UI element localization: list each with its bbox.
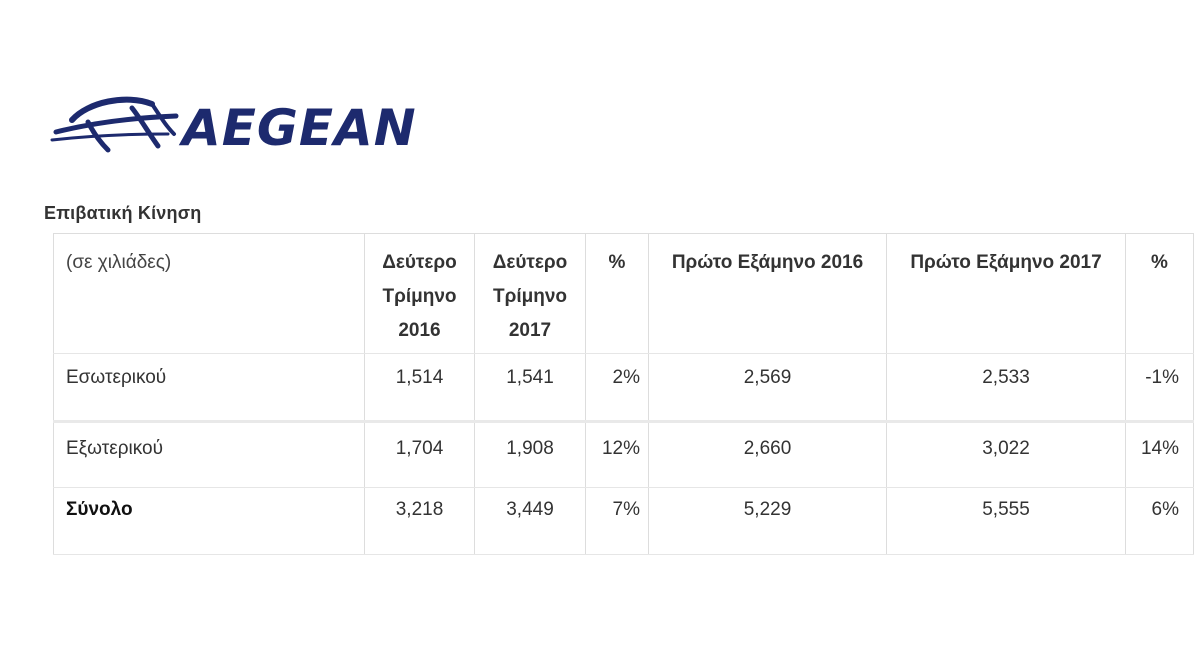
header-q2-2016: Δεύτερο Τρίμηνο 2016	[364, 233, 475, 354]
section-title: Επιβατική Κίνηση	[44, 203, 202, 223]
table-cell: 2%	[585, 353, 649, 422]
aegean-logo: AEGEAN	[48, 94, 418, 158]
table-cell: 5,229	[648, 487, 887, 555]
logo-wordmark: AEGEAN	[182, 99, 417, 157]
table-cell: 3,218	[364, 487, 475, 555]
table-row: Εσωτερικού 1,514 1,541 2% 2,569 2,533 -1…	[53, 353, 1194, 422]
header-quarter-pct: %	[585, 233, 649, 354]
table-cell: -1%	[1125, 353, 1194, 422]
table-cell: 2,569	[648, 353, 887, 422]
table-cell: 12%	[585, 421, 649, 488]
header-h1-2016: Πρώτο Εξάμηνο 2016	[648, 233, 887, 354]
table-cell: 2,533	[886, 353, 1126, 422]
header-half-pct: %	[1125, 233, 1194, 354]
table-cell: 1,514	[364, 353, 475, 422]
table-cell: 1,704	[364, 421, 475, 488]
header-q2-2017: Δεύτερο Τρίμηνο 2017	[474, 233, 586, 354]
table-cell: 3,022	[886, 421, 1126, 488]
header-h1-2017: Πρώτο Εξάμηνο 2017	[886, 233, 1126, 354]
table-cell: 7%	[585, 487, 649, 555]
row-label: Σύνολο	[53, 487, 365, 555]
table-header-row: (σε χιλιάδες) Δεύτερο Τρίμηνο 2016 Δεύτε…	[53, 233, 1194, 354]
table-row: Εξωτερικού 1,704 1,908 12% 2,660 3,022 1…	[53, 421, 1194, 488]
aegean-bird-logo-icon	[50, 96, 179, 153]
table-row-total: Σύνολο 3,218 3,449 7% 5,229 5,555 6%	[53, 487, 1194, 555]
table-cell: 14%	[1125, 421, 1194, 488]
row-label: Εσωτερικού	[53, 353, 365, 422]
table-cell: 3,449	[474, 487, 586, 555]
passenger-traffic-table: (σε χιλιάδες) Δεύτερο Τρίμηνο 2016 Δεύτε…	[53, 233, 1194, 555]
table-cell: 1,541	[474, 353, 586, 422]
table-cell: 2,660	[648, 421, 887, 488]
header-units: (σε χιλιάδες)	[53, 233, 365, 354]
table-cell: 6%	[1125, 487, 1194, 555]
table-cell: 5,555	[886, 487, 1126, 555]
table-cell: 1,908	[474, 421, 586, 488]
row-label: Εξωτερικού	[53, 421, 365, 488]
